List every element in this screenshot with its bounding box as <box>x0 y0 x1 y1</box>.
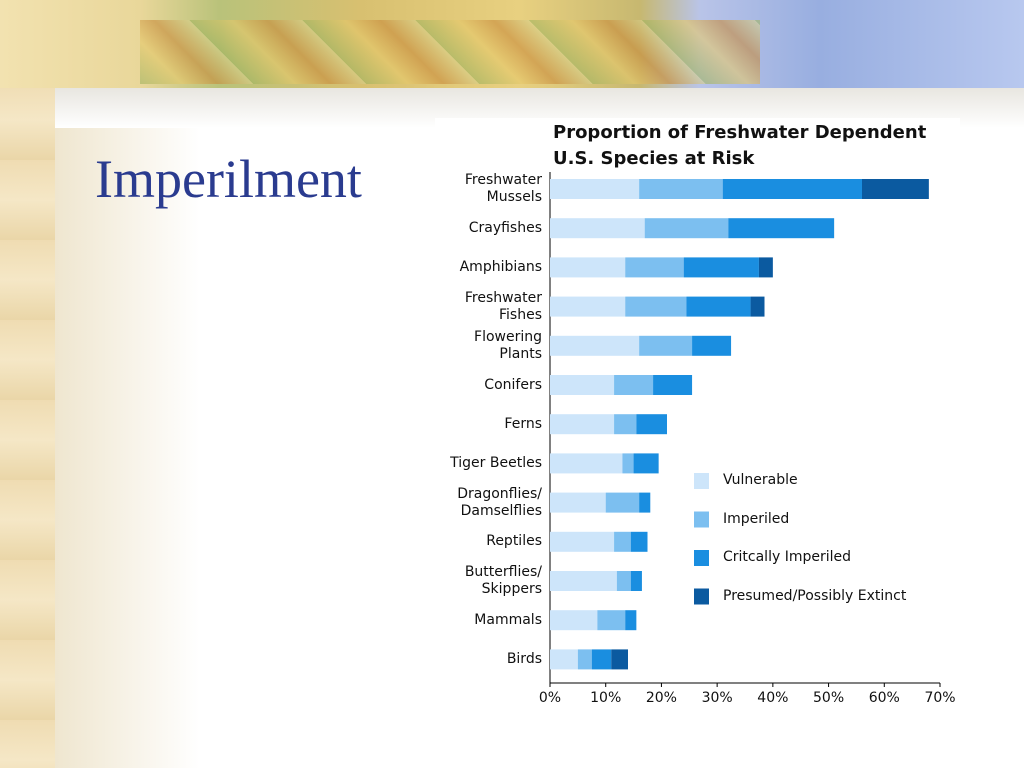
bar-segment <box>550 335 640 356</box>
bar-segment <box>550 257 626 278</box>
category-label: Freshwater Mussels <box>464 172 542 205</box>
header-collage <box>140 20 760 84</box>
bar-segment <box>550 571 617 591</box>
bar-segment <box>722 179 862 199</box>
category-label: Conifers <box>484 376 542 393</box>
x-tick-label: 20% <box>645 690 677 706</box>
legend-swatch <box>694 550 709 566</box>
legend-label: Imperiled <box>723 510 790 527</box>
category-label: Freshwater Fishes <box>464 289 542 323</box>
bar-segment <box>644 218 729 239</box>
bar-segment <box>611 649 628 670</box>
legend-label: Critcally Imperiled <box>723 549 852 565</box>
bar-segment <box>550 492 606 513</box>
category-label: Tiger Beetles <box>450 454 542 471</box>
bar-segment <box>550 375 615 395</box>
category-label: Ferns <box>504 415 542 432</box>
bar-segment <box>639 492 651 513</box>
bar-segment <box>550 296 626 317</box>
bar-segment <box>692 335 732 356</box>
bar-segment <box>625 610 637 631</box>
bar-segment <box>550 453 623 474</box>
bar-segment <box>625 296 687 317</box>
legend-label: Presumed/Possibly Extinct <box>723 587 907 604</box>
bar-segment <box>630 531 648 552</box>
chart-title: Proportion of Freshwater Dependent U.S. … <box>553 122 927 169</box>
bar-segment <box>758 257 773 278</box>
category-label: Flowering Plants <box>474 328 542 362</box>
bar-segment <box>625 257 684 278</box>
bar-segment <box>550 414 615 435</box>
bar-segment <box>550 610 598 631</box>
legend-swatch <box>694 588 709 605</box>
legend-swatch <box>694 511 709 528</box>
bar-segment <box>686 296 751 317</box>
bar-segment <box>550 649 578 670</box>
bar-segment <box>577 649 592 670</box>
bar-segment <box>639 179 723 199</box>
bar-segment <box>616 571 631 591</box>
x-tick-label: 40% <box>757 690 789 706</box>
bar-segment <box>614 375 654 395</box>
legend-label: Vulnerable <box>723 472 798 488</box>
category-label: Butterflies/ Skippers <box>464 564 542 597</box>
bar-segment <box>550 218 645 239</box>
slide-title: Imperilment <box>95 149 362 209</box>
bar-segment <box>614 414 637 435</box>
bar-segment <box>597 610 626 631</box>
category-label: Amphibians <box>459 258 542 275</box>
category-label: Crayfishes <box>468 219 542 236</box>
bar-segment <box>550 531 615 552</box>
x-tick-label: 0% <box>538 690 562 706</box>
bar-segment <box>683 257 759 278</box>
bar-segment <box>591 649 612 670</box>
category-label: Mammals <box>474 611 542 628</box>
x-tick-label: 30% <box>701 690 733 706</box>
bar-segment <box>614 531 631 552</box>
bar-segment <box>636 414 667 435</box>
bar-segment <box>605 492 640 513</box>
category-label: Reptiles <box>486 533 542 550</box>
category-label: Birds <box>506 650 542 667</box>
bar-segment <box>550 179 640 199</box>
bar-segment <box>633 453 659 474</box>
x-tick-label: 50% <box>813 690 845 706</box>
x-tick-label: 70% <box>924 690 956 706</box>
category-label: Dragonflies/ Damselflies <box>457 485 542 519</box>
x-tick-label: 10% <box>590 690 622 706</box>
legend-swatch <box>694 473 709 489</box>
bar-segment <box>639 335 693 356</box>
x-tick-label: 60% <box>868 690 900 706</box>
bar-segment <box>750 296 765 317</box>
bar-segment <box>653 375 693 395</box>
background-strip <box>0 0 55 768</box>
bar-segment <box>622 453 634 474</box>
bar-segment <box>630 571 642 591</box>
chart-area <box>435 118 960 712</box>
bar-segment <box>728 218 835 239</box>
bar-segment <box>862 179 929 199</box>
